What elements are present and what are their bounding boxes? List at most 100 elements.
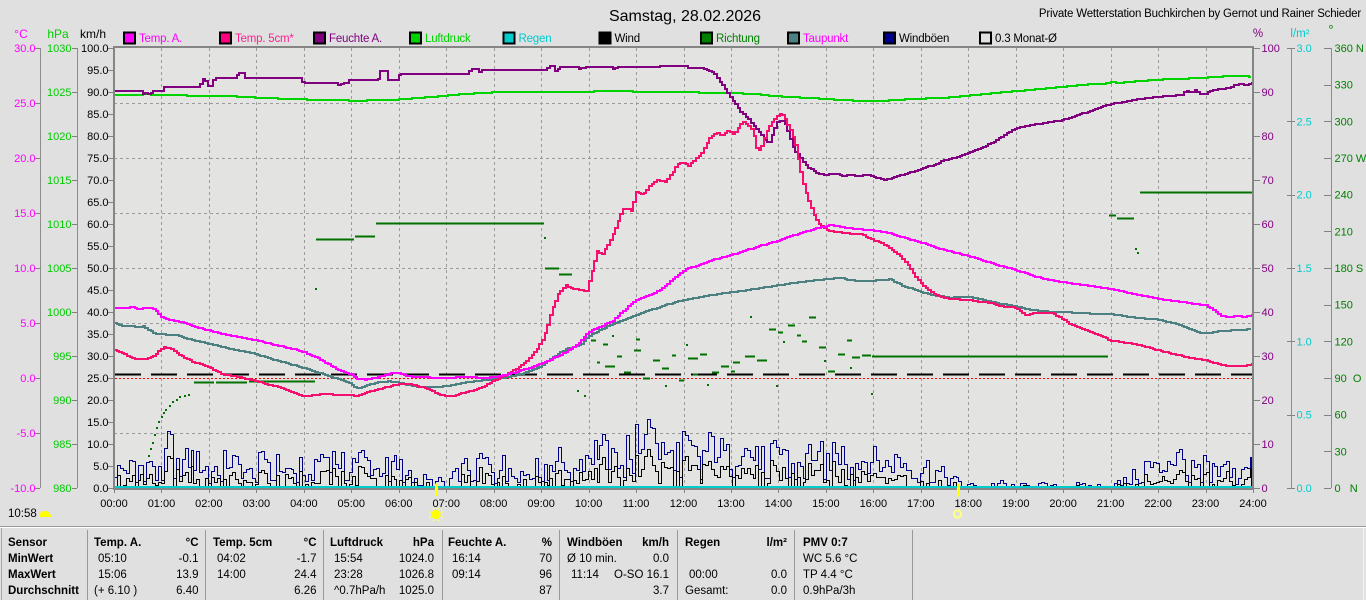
svg-text:100.0: 100.0 <box>81 43 109 55</box>
svg-text:85.0: 85.0 <box>87 109 108 121</box>
svg-text:13.9: 13.9 <box>176 569 198 581</box>
svg-text:360 N: 360 N <box>1335 43 1364 55</box>
svg-text:Regen: Regen <box>685 537 720 549</box>
svg-text:O-SO 16.1: O-SO 16.1 <box>614 569 669 581</box>
svg-text:0.0: 0.0 <box>771 569 787 581</box>
svg-text:150: 150 <box>1335 300 1353 312</box>
svg-text:60: 60 <box>1335 410 1347 422</box>
svg-text:16:00: 16:00 <box>860 498 888 510</box>
svg-text:Regen: Regen <box>519 33 552 45</box>
svg-text:MaxWert: MaxWert <box>8 569 56 581</box>
svg-text:08:00: 08:00 <box>480 498 508 510</box>
svg-text:2.0: 2.0 <box>1297 190 1312 202</box>
svg-text:1026.8: 1026.8 <box>399 569 434 581</box>
svg-text:100: 100 <box>1262 43 1280 55</box>
svg-text:80.0: 80.0 <box>87 131 108 143</box>
svg-text:02:00: 02:00 <box>195 498 223 510</box>
svg-text:1025: 1025 <box>47 87 71 99</box>
svg-text:Wind: Wind <box>615 33 640 45</box>
svg-text:Durchschnitt: Durchschnitt <box>8 585 79 597</box>
svg-text:24.4: 24.4 <box>294 569 317 581</box>
svg-text:180 S: 180 S <box>1335 263 1364 275</box>
svg-text:30: 30 <box>1335 446 1347 458</box>
svg-text:10.0: 10.0 <box>14 263 35 275</box>
svg-text:°C: °C <box>186 537 199 549</box>
svg-text:Luftdruck: Luftdruck <box>425 33 471 45</box>
svg-text:40: 40 <box>1262 307 1274 319</box>
svg-text:35.0: 35.0 <box>87 329 108 341</box>
svg-text:0.5: 0.5 <box>1297 410 1312 422</box>
svg-text:Sensor: Sensor <box>8 537 48 549</box>
svg-text:01:00: 01:00 <box>148 498 176 510</box>
svg-text:°C: °C <box>304 537 317 549</box>
svg-text:WC 5.6 °C: WC 5.6 °C <box>803 553 857 565</box>
svg-text:°C: °C <box>14 27 28 41</box>
svg-text:6.26: 6.26 <box>294 585 316 597</box>
svg-text:04:00: 04:00 <box>290 498 318 510</box>
svg-text:PMV 0:7: PMV 0:7 <box>803 537 848 549</box>
svg-text:980: 980 <box>53 483 71 495</box>
svg-text:07:00: 07:00 <box>432 498 460 510</box>
svg-text:19:00: 19:00 <box>1002 498 1030 510</box>
svg-text:l/m²: l/m² <box>767 537 788 549</box>
svg-text:09:00: 09:00 <box>527 498 555 510</box>
svg-text:Ø 10 min.: Ø 10 min. <box>567 553 617 565</box>
svg-text:-5.0: -5.0 <box>17 428 36 440</box>
svg-text:50.0: 50.0 <box>87 263 108 275</box>
svg-text:1020: 1020 <box>47 131 71 143</box>
svg-text:25.0: 25.0 <box>14 98 35 110</box>
svg-text:hPa: hPa <box>47 27 69 41</box>
svg-text:20.0: 20.0 <box>14 153 35 165</box>
svg-text:Windböen: Windböen <box>567 537 622 549</box>
svg-text:hPa: hPa <box>413 537 435 549</box>
svg-text:65.0: 65.0 <box>87 197 108 209</box>
svg-text:00:00: 00:00 <box>100 498 128 510</box>
svg-text:6.40: 6.40 <box>176 585 198 597</box>
svg-text:09:14: 09:14 <box>452 569 481 581</box>
svg-text:Luftdruck: Luftdruck <box>330 537 384 549</box>
svg-text:km/h: km/h <box>642 537 669 549</box>
svg-text:17:00: 17:00 <box>907 498 935 510</box>
svg-text:96: 96 <box>539 569 552 581</box>
svg-text:^0.7hPa/h: ^0.7hPa/h <box>334 585 385 597</box>
svg-text:60.0: 60.0 <box>87 219 108 231</box>
svg-text:1030: 1030 <box>47 43 71 55</box>
svg-text:23:00: 23:00 <box>1192 498 1220 510</box>
svg-text:90.0: 90.0 <box>87 87 108 99</box>
svg-text:15:06: 15:06 <box>98 569 127 581</box>
svg-text:1010: 1010 <box>47 219 71 231</box>
svg-text:13:00: 13:00 <box>717 498 745 510</box>
svg-text:°: ° <box>1328 22 1333 37</box>
svg-text:55.0: 55.0 <box>87 241 108 253</box>
svg-text:1000: 1000 <box>47 307 71 319</box>
svg-text:1.0: 1.0 <box>1297 336 1312 348</box>
svg-text:%: % <box>542 537 552 549</box>
svg-text:00:00: 00:00 <box>689 569 718 581</box>
svg-text:05:00: 05:00 <box>338 498 366 510</box>
svg-text:0.0: 0.0 <box>20 373 35 385</box>
svg-text:210: 210 <box>1335 226 1353 238</box>
svg-text:70: 70 <box>539 553 552 565</box>
svg-text:10:58: 10:58 <box>8 508 37 520</box>
svg-text:985: 985 <box>53 439 71 451</box>
svg-text:0.0: 0.0 <box>1297 483 1312 495</box>
svg-text:Temp. 5cm*: Temp. 5cm* <box>235 33 294 45</box>
svg-text:l/m²: l/m² <box>1290 28 1309 40</box>
svg-text:18:00: 18:00 <box>954 498 982 510</box>
svg-text:90 O: 90 O <box>1335 373 1362 385</box>
svg-text:1.5: 1.5 <box>1297 263 1312 275</box>
svg-text:30: 30 <box>1262 351 1274 363</box>
svg-text:Samstag, 28.02.2026: Samstag, 28.02.2026 <box>609 8 761 25</box>
svg-text:80: 80 <box>1262 131 1274 143</box>
svg-text:1024.0: 1024.0 <box>399 553 434 565</box>
svg-text:0: 0 <box>1262 483 1268 495</box>
svg-text:0.0: 0.0 <box>93 483 108 495</box>
svg-text:5.0: 5.0 <box>93 461 108 473</box>
svg-text:20: 20 <box>1262 395 1274 407</box>
svg-text:Private Wetterstation Buchkirc: Private Wetterstation Buchkirchen by Ger… <box>1039 8 1362 20</box>
svg-text:30.0: 30.0 <box>14 43 35 55</box>
svg-text:0 N: 0 N <box>1335 483 1358 495</box>
svg-text:Feuchte A.: Feuchte A. <box>448 537 506 549</box>
svg-text:15.0: 15.0 <box>14 208 35 220</box>
svg-text:23:28: 23:28 <box>334 569 363 581</box>
